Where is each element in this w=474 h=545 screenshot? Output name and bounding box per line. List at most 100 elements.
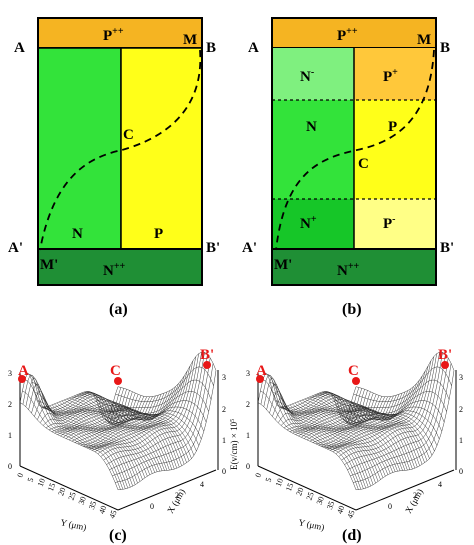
z-tick: 2	[246, 400, 250, 409]
caption-a: (a)	[109, 301, 128, 318]
field-surface-mesh	[257, 351, 455, 491]
y-tick: 30	[77, 495, 88, 506]
n-minus-label: N-	[300, 67, 314, 85]
z-tick: 2	[459, 405, 463, 414]
y-tick: 30	[315, 495, 326, 506]
x-tick: 0	[388, 502, 392, 511]
plot-d: 0 1 2 3 0 1 2 3 05 10 15 20 25 30 35 40 45 Y (μm…	[246, 347, 463, 544]
device-outline	[37, 17, 203, 286]
marker-b-prime	[441, 361, 449, 369]
z-tick: 1	[459, 436, 463, 445]
caption-c: (c)	[109, 527, 127, 544]
point-b-label: B	[206, 40, 216, 56]
x-tick: 2	[413, 491, 417, 500]
p-plus-label: P+	[383, 67, 398, 85]
point-m-label: M	[183, 32, 197, 48]
caption-d: (d)	[342, 527, 362, 544]
n-region	[272, 100, 354, 199]
p-minus-region	[354, 199, 436, 249]
z-tick: 1	[8, 431, 12, 440]
depletion-boundary-curve	[275, 49, 435, 251]
point-b-prime-label: B'	[440, 240, 454, 256]
z-tick: 3	[8, 369, 12, 378]
point-m-label: M	[417, 32, 431, 48]
point-c-label: C	[123, 127, 134, 143]
z-axis-title: E(v/cm) × 105	[229, 419, 239, 470]
marker-a-label: A	[18, 363, 29, 379]
p-plus-region	[354, 48, 436, 100]
depletion-boundary-curve	[39, 49, 202, 251]
n-label: N	[72, 226, 83, 242]
y-tick: 10	[36, 477, 47, 488]
y-tick: 10	[274, 477, 285, 488]
y-axis-title: Y (μm)	[298, 517, 326, 532]
y-tick: 15	[284, 482, 295, 493]
y-tick: 35	[325, 500, 336, 511]
field-surface-mesh	[19, 351, 217, 491]
z-tick: 0	[246, 462, 250, 471]
marker-b-prime-label: B'	[200, 347, 214, 363]
point-c-label: C	[358, 156, 369, 172]
caption-b: (b)	[342, 301, 362, 318]
y-tick: 35	[87, 500, 98, 511]
point-a-label: A	[14, 40, 25, 56]
marker-c	[114, 377, 122, 385]
y-axis: 05 10 15 20 25 30 35 40 45 Y (μm)	[15, 465, 119, 532]
y-tick: 20	[294, 486, 305, 497]
x-axis: 0 2 4 X (μm)	[117, 469, 217, 515]
z-axis: 0 1 2 3	[246, 369, 259, 471]
y-tick: 40	[335, 504, 346, 515]
x-tick: 0	[150, 502, 154, 511]
n-plusplus-region	[271, 248, 437, 286]
y-tick: 25	[305, 491, 316, 502]
panel-a: P++ N++ N P A B M C A' B' M' (a)	[8, 17, 220, 318]
p-minus-label: P-	[383, 214, 396, 232]
p-plusplus-region	[271, 17, 437, 49]
y-tick: 20	[56, 486, 67, 497]
z-tick: 0	[222, 467, 226, 476]
right-z-axis: 0 1 2 3	[455, 370, 463, 476]
x-axis-title: X (μm)	[403, 487, 425, 515]
p-plusplus-label: P++	[103, 26, 124, 44]
y-axis: 05 10 15 20 25 30 35 40 45 Y (μm)	[253, 465, 357, 532]
marker-b-prime	[203, 361, 211, 369]
x-axis: 0 2 4 X (μm)	[355, 469, 455, 515]
panel-b: P++ N++ N- P+ N P N+ P- A B M C A' B' M'…	[242, 17, 454, 318]
z-tick: 0	[459, 467, 463, 476]
x-axis-title: X (μm)	[165, 487, 187, 515]
y-tick: 0	[253, 472, 263, 479]
p-mid-label: P	[388, 119, 397, 135]
point-a-prime-label: A'	[8, 240, 23, 256]
y-tick: 45	[345, 509, 356, 520]
marker-c-label: C	[348, 363, 359, 379]
marker-a-label: A	[256, 363, 267, 379]
n-plusplus-label: N++	[103, 261, 126, 279]
y-tick: 40	[97, 504, 108, 515]
point-a-label: A	[248, 40, 259, 56]
z-axis: 0 1 2 3	[8, 369, 21, 471]
right-z-axis: 0 1 2 3 E(v/cm) × 105	[217, 370, 239, 476]
x-tick: 4	[200, 480, 204, 489]
z-tick: 2	[222, 405, 226, 414]
y-axis-title: Y (μm)	[60, 517, 88, 532]
marker-a	[256, 375, 264, 383]
plot-c: 0 1 2 3 0 1 2 3 E(v/cm) × 105 05 10 15 20 25…	[8, 347, 239, 544]
surface-wireframe	[19, 351, 217, 491]
p-region	[354, 100, 436, 199]
device-outline	[271, 17, 437, 286]
x-tick: 2	[175, 491, 179, 500]
z-tick: 3	[246, 369, 250, 378]
marker-a	[18, 375, 26, 383]
n-region	[37, 47, 122, 250]
point-b-prime-label: B'	[206, 240, 220, 256]
z-tick: 1	[222, 436, 226, 445]
p-plusplus-label: P++	[337, 26, 358, 44]
point-a-prime-label: A'	[242, 240, 257, 256]
z-tick: 1	[246, 431, 250, 440]
z-tick: 3	[459, 373, 463, 382]
p-label: P	[154, 226, 163, 242]
y-tick: 45	[107, 509, 118, 520]
point-m-prime-label: M'	[274, 257, 292, 273]
marker-c	[352, 377, 360, 385]
